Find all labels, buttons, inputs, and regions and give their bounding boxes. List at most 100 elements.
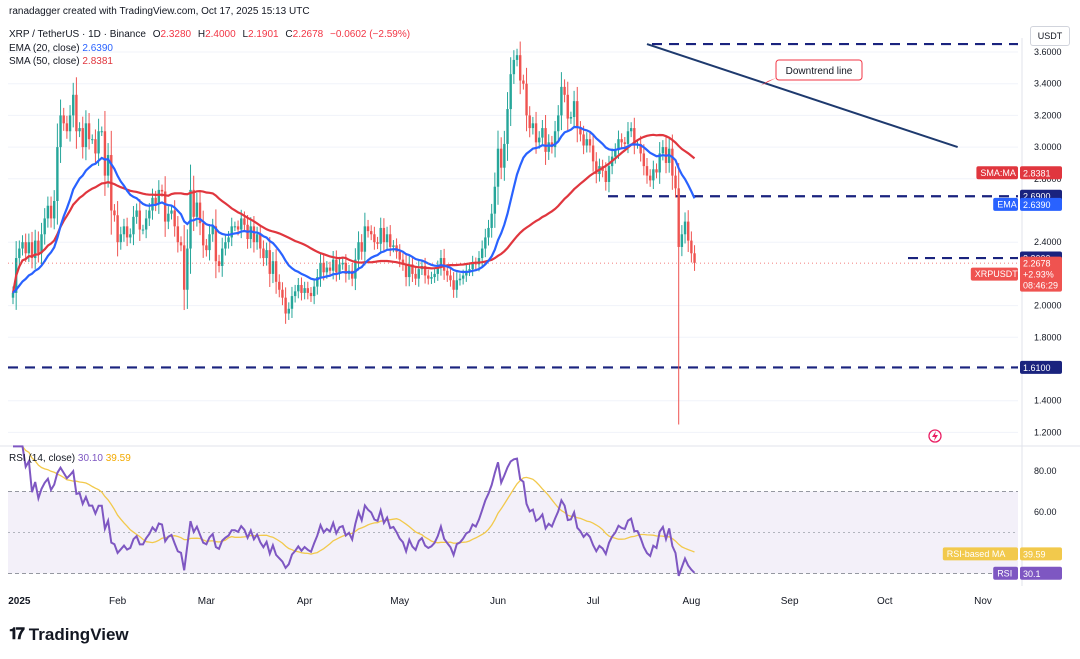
candle-body bbox=[404, 264, 408, 278]
candle-body bbox=[59, 115, 62, 148]
rsi-ma-tag-side-box bbox=[942, 547, 1018, 561]
candle-body bbox=[249, 226, 252, 240]
change-value: −0.0602 (−2.59%) bbox=[330, 29, 411, 40]
last-price-tag-side-text: XRPUSDT bbox=[975, 269, 1019, 279]
candle-body bbox=[240, 218, 243, 230]
candle-body bbox=[553, 131, 557, 148]
candle-body bbox=[331, 259, 335, 271]
candle-body bbox=[243, 218, 246, 225]
high-value: 2.4000 bbox=[205, 29, 236, 40]
currency-button[interactable]: USDT bbox=[1030, 26, 1070, 46]
candle-body bbox=[163, 191, 167, 222]
rsi-ma-tag-side-text: RSI-based MA bbox=[947, 549, 1006, 559]
candle-body bbox=[293, 291, 297, 297]
candle-body bbox=[195, 202, 199, 217]
candle-body bbox=[446, 270, 449, 276]
tradingview-logo-text: TradingView bbox=[28, 625, 129, 644]
candle-body bbox=[452, 280, 455, 290]
candle-body bbox=[179, 242, 183, 246]
credit-line: ranadagger created with TradingView.com,… bbox=[9, 6, 310, 17]
candle-body bbox=[103, 131, 107, 176]
candle-body bbox=[141, 229, 145, 231]
candle-body bbox=[27, 242, 31, 254]
level-2690-tag-text: 2.6900 bbox=[1023, 192, 1051, 202]
candle-body bbox=[566, 94, 569, 119]
candle-body bbox=[465, 270, 468, 276]
candle-body bbox=[40, 234, 43, 254]
last-price-tag-box bbox=[1020, 256, 1062, 292]
ema-price-tag-text: 2.6390 bbox=[1023, 200, 1051, 210]
candle-body bbox=[534, 123, 538, 143]
candle-body bbox=[528, 115, 531, 129]
candle-body bbox=[211, 226, 214, 235]
last-price-tag-text: 08:46:29 bbox=[1023, 281, 1058, 291]
candle-body bbox=[645, 166, 649, 176]
flash-icon bbox=[928, 429, 942, 443]
price-tick-label: 1.2000 bbox=[1034, 427, 1062, 437]
candle-body bbox=[252, 226, 256, 243]
sma-legend[interactable]: SMA (50, close) 2.8381 bbox=[9, 56, 113, 67]
candle-body bbox=[477, 258, 481, 265]
candle-body bbox=[236, 226, 240, 230]
candle-body bbox=[522, 80, 525, 84]
time-axis-label: Mar bbox=[198, 596, 216, 607]
candle-body bbox=[370, 231, 373, 235]
candle-body bbox=[503, 143, 506, 168]
last-price-tag-text: +2.93% bbox=[1023, 270, 1054, 280]
candle-body bbox=[496, 148, 500, 187]
sma-price-tag-side-text: SMA:MA bbox=[980, 168, 1016, 178]
candle-body bbox=[325, 267, 329, 273]
candle-body bbox=[344, 262, 348, 274]
candle-body bbox=[233, 226, 237, 228]
candle-body bbox=[176, 226, 180, 243]
candle-body bbox=[655, 169, 658, 173]
candle-body bbox=[274, 261, 278, 282]
rsi-tag-box bbox=[1020, 566, 1062, 580]
candle-body bbox=[78, 128, 81, 132]
symbol-legend[interactable]: XRP / TetherUS · 1D · Binance O2.3280 H2… bbox=[9, 29, 410, 40]
candle-body bbox=[43, 218, 46, 235]
candle-body bbox=[623, 142, 627, 144]
ema-legend[interactable]: EMA (20, close) 2.6390 bbox=[9, 43, 113, 54]
candle-body bbox=[202, 223, 205, 246]
candle-body bbox=[24, 242, 27, 254]
candle-body bbox=[49, 205, 53, 219]
candle-body bbox=[198, 202, 202, 224]
downtrend-callout: Downtrend line bbox=[760, 59, 863, 86]
candle-body bbox=[91, 139, 94, 141]
candle-body bbox=[588, 139, 592, 146]
candle-body bbox=[18, 248, 21, 259]
candle-body bbox=[97, 131, 100, 154]
price-tick-label: 3.4000 bbox=[1034, 79, 1062, 89]
price-tick-label: 2.4000 bbox=[1034, 237, 1062, 247]
candle-body bbox=[379, 227, 382, 244]
candle-body bbox=[626, 131, 630, 144]
candle-body bbox=[297, 284, 300, 292]
symbol-title: XRP / TetherUS · 1D · Binance bbox=[9, 29, 146, 40]
candle-body bbox=[414, 273, 417, 279]
candle-body bbox=[122, 226, 126, 235]
candle-body bbox=[11, 292, 15, 298]
candle-body bbox=[290, 296, 294, 309]
rsi-legend[interactable]: RSI (14, close) 30.10 39.59 bbox=[9, 453, 131, 464]
candle-body bbox=[392, 245, 395, 247]
candle-body bbox=[227, 237, 230, 243]
candle-body bbox=[186, 248, 189, 290]
time-axis-label: 2025 bbox=[8, 596, 31, 607]
candle-body bbox=[547, 142, 550, 152]
callout-pointer bbox=[760, 78, 776, 86]
candle-body bbox=[224, 242, 227, 249]
candle-body bbox=[519, 55, 522, 81]
candle-body bbox=[68, 115, 72, 132]
candle-body bbox=[430, 277, 433, 279]
price-tick-label: 2.0000 bbox=[1034, 301, 1062, 311]
candle-body bbox=[65, 123, 69, 132]
candle-body bbox=[680, 234, 684, 247]
candle-body bbox=[350, 270, 354, 279]
candle-body bbox=[595, 161, 598, 175]
candle-body bbox=[208, 234, 211, 251]
candle-body bbox=[278, 281, 281, 290]
candle-body bbox=[607, 166, 611, 182]
candle-body bbox=[604, 170, 607, 182]
